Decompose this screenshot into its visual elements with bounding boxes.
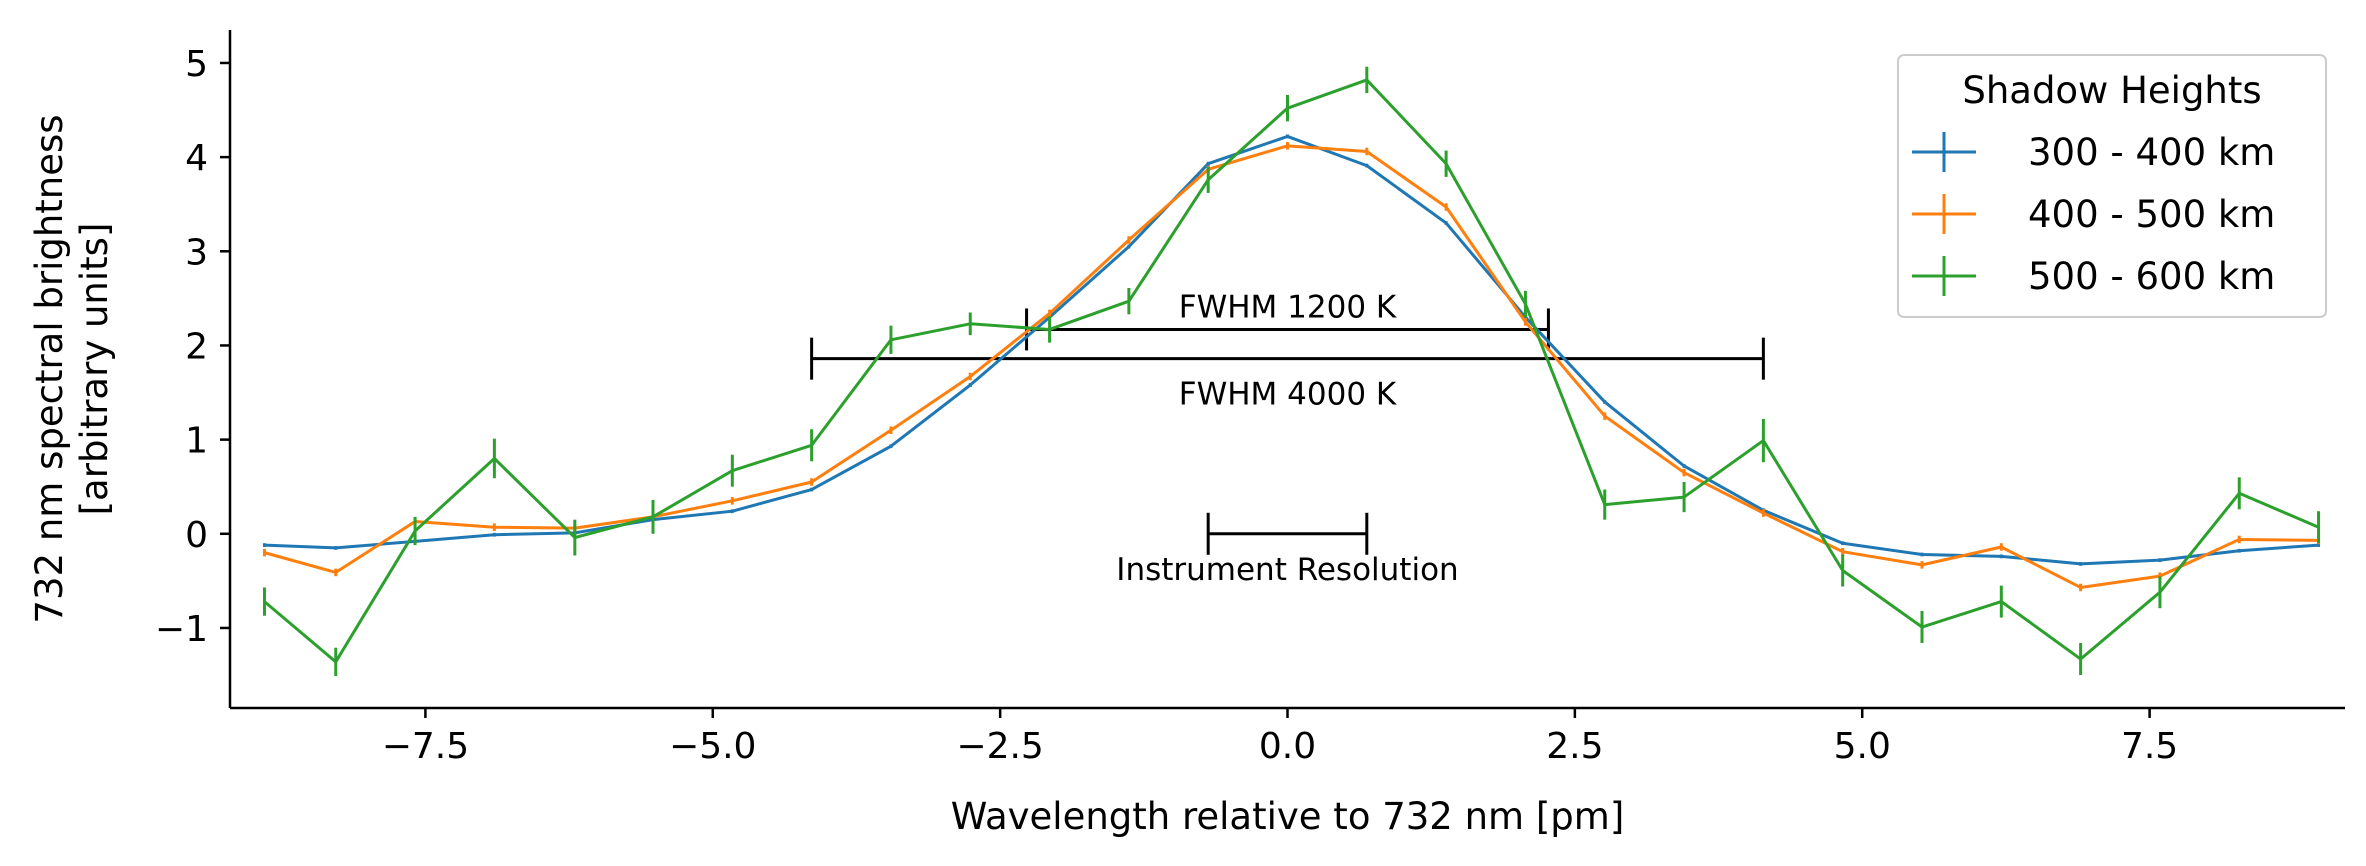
legend-entry-label: 500 - 600 km	[2028, 255, 2275, 298]
x-tick-label: 7.5	[2121, 726, 2178, 767]
y-tick-label: −1	[155, 609, 208, 650]
y-tick-label: 0	[185, 515, 208, 556]
y-tick-label: 3	[185, 232, 208, 273]
x-axis-title: Wavelength relative to 732 nm [pm]	[951, 795, 1625, 838]
series-layer	[262, 66, 2321, 676]
y-axis-title-line-1: 732 nm spectral brightness	[28, 114, 71, 623]
legend-entry-label: 400 - 500 km	[2028, 193, 2275, 236]
y-tick-label: 5	[185, 44, 208, 85]
x-tick-label: −5.0	[669, 726, 756, 767]
y-tick-label: 2	[185, 326, 208, 367]
x-tick-label: −2.5	[956, 726, 1043, 767]
y-tick-label: 1	[185, 421, 208, 462]
legend-title: Shadow Heights	[1962, 69, 2261, 112]
annotation-label: FWHM 4000 K	[1179, 377, 1397, 413]
x-tick-label: −7.5	[382, 726, 469, 767]
annotation-label: FWHM 1200 K	[1179, 289, 1397, 325]
legend-box	[1897, 54, 2327, 318]
x-tick-label: 5.0	[1834, 726, 1891, 767]
x-tick-label: 0.0	[1259, 726, 1316, 767]
annotation-layer: FWHM 1200 K FWHM 4000 K Instrument Resolut…	[810, 289, 1765, 588]
axes-layer: −7.5 −5.0 −2.5 0.0 2.5 5.0 7.5 −1 0 1 2 3 4 5 Waveleng…	[28, 30, 2345, 838]
x-tick-label: 2.5	[1546, 726, 1603, 767]
y-axis-title-line-2: [arbitrary units]	[73, 223, 116, 516]
legend-entry-label: 300 - 400 km	[2028, 131, 2275, 174]
annotation-label: Instrument Resolution	[1116, 552, 1458, 588]
legend-layer: Shadow Heights 300 - 400 km 400 - 500 km 50…	[1897, 54, 2327, 318]
y-tick-label: 4	[185, 138, 208, 179]
